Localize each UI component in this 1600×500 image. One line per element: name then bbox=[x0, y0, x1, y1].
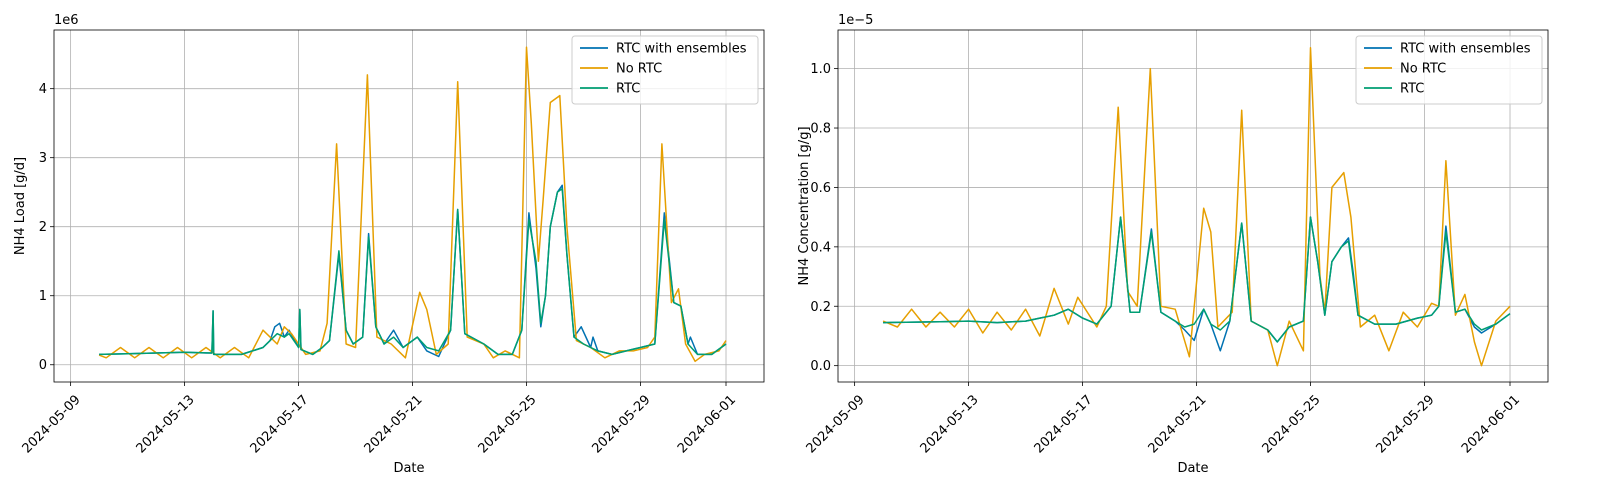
y-tick-label: 0 bbox=[39, 358, 47, 373]
series-line-2 bbox=[98, 46, 727, 363]
x-axis-label: Date bbox=[1177, 461, 1208, 476]
legend: RTC with ensembles No RTC RTC bbox=[1355, 35, 1543, 105]
series-line-3 bbox=[883, 216, 1511, 343]
series-line-2 bbox=[882, 47, 1511, 367]
y-tick-label: 0.8 bbox=[810, 122, 831, 137]
y-axis-label: NH4 Concentration [g/g] bbox=[797, 126, 812, 285]
legend-label-3: RTC bbox=[1400, 82, 1424, 97]
y-tick-label: 2 bbox=[39, 220, 47, 235]
legend-box bbox=[1355, 35, 1543, 105]
axes-frame bbox=[53, 29, 765, 383]
series-lines bbox=[98, 46, 727, 363]
y-tick-label: 0.4 bbox=[810, 240, 831, 255]
legend-label-2: No RTC bbox=[616, 62, 662, 77]
axes-frame bbox=[837, 29, 1549, 383]
y-axis-label: NH4 Load [g/d] bbox=[13, 157, 28, 255]
legend-label-3: RTC bbox=[616, 82, 640, 97]
y-tick-label: 0.0 bbox=[810, 359, 831, 374]
y-offset-text: 1e−5 bbox=[838, 13, 873, 28]
y-tick-label: 1.0 bbox=[810, 62, 831, 77]
legend-label-2: No RTC bbox=[1400, 62, 1446, 77]
series-lines bbox=[882, 47, 1511, 367]
y-tick-label: 0.2 bbox=[810, 300, 831, 315]
y-offset-text: 1e6 bbox=[54, 13, 79, 28]
series-line-3 bbox=[99, 187, 727, 356]
legend: RTC with ensembles No RTC RTC bbox=[571, 35, 759, 105]
y-tick-label: 0.6 bbox=[810, 181, 831, 196]
legend-label-1: RTC with ensembles bbox=[616, 42, 747, 57]
legend-label-1: RTC with ensembles bbox=[1400, 42, 1531, 57]
x-axis-label: Date bbox=[393, 461, 424, 476]
legend-box bbox=[571, 35, 759, 105]
y-tick-label: 4 bbox=[39, 82, 47, 97]
y-tick-label: 1 bbox=[39, 289, 47, 304]
y-tick-label: 3 bbox=[39, 151, 47, 166]
